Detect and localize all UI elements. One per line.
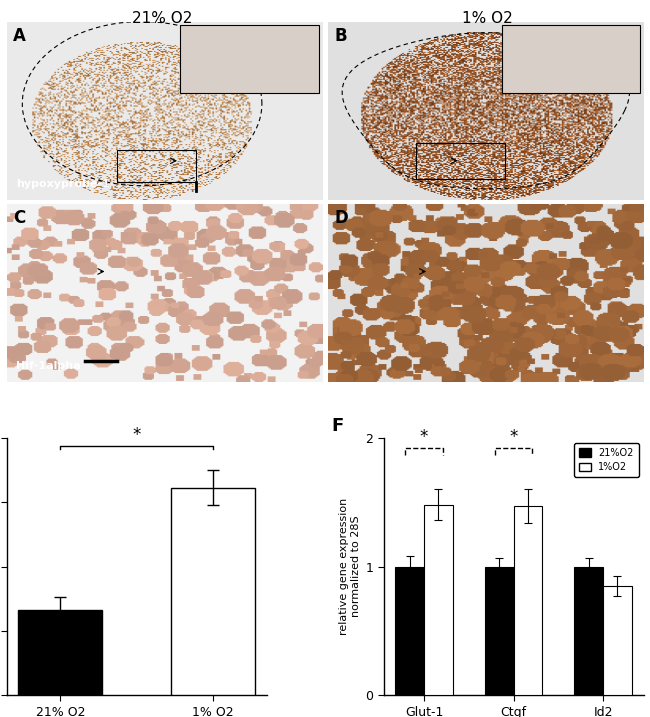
Text: *: * (133, 427, 140, 445)
Bar (424, 505, 452, 695)
Bar (18, 610, 102, 695)
Text: A: A (13, 27, 26, 45)
Text: Hif-1alpha: Hif-1alpha (16, 361, 81, 371)
Text: *: * (510, 427, 517, 445)
Bar (417, 143, 505, 179)
Bar (171, 488, 255, 695)
Y-axis label: relative gene expression
normalized to 28S: relative gene expression normalized to 2… (339, 498, 361, 635)
Bar (502, 25, 640, 93)
Text: hypoxyprobe-1: hypoxyprobe-1 (16, 179, 110, 189)
Bar (603, 586, 632, 695)
Text: D: D (335, 209, 348, 227)
Text: 1% O2: 1% O2 (462, 11, 513, 26)
Bar (485, 566, 514, 695)
Bar (514, 506, 542, 695)
Legend: 21%O2, 1%O2: 21%O2, 1%O2 (574, 442, 639, 478)
Text: C: C (13, 209, 25, 227)
Text: *: * (420, 427, 428, 445)
Text: A': A' (299, 27, 313, 40)
Bar (180, 25, 318, 93)
Text: 21% O2: 21% O2 (133, 11, 192, 26)
Bar (395, 566, 424, 695)
Text: F: F (332, 417, 344, 435)
Bar (575, 566, 603, 695)
Text: B': B' (621, 27, 634, 40)
Bar (117, 150, 196, 182)
Text: B: B (335, 27, 347, 45)
